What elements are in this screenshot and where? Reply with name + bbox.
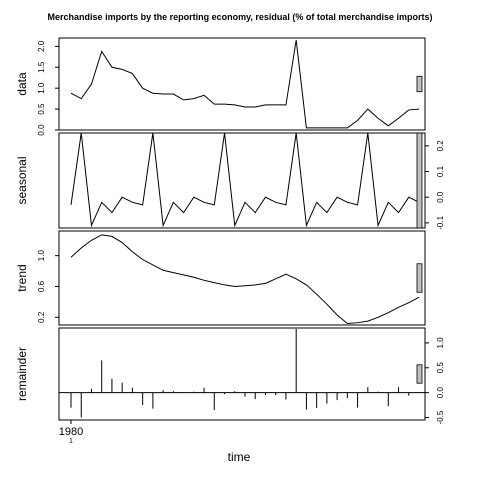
remainder-ytick-label: 0.0 xyxy=(436,387,445,399)
seasonal-series-line xyxy=(70,132,420,228)
panel-frame xyxy=(58,132,426,229)
remainder-ytick-label: 1.0 xyxy=(436,337,445,349)
data-ytick-label: 1.5 xyxy=(37,61,46,73)
panel-seasonal: -0.1 0.0 0.1 0.2 seasonal xyxy=(15,132,445,230)
data-scale-bar xyxy=(416,75,423,93)
remainder-ytick-label: -0.5 xyxy=(436,410,445,424)
data-ytick-label: 0.0 xyxy=(37,124,46,136)
data-series-line xyxy=(70,40,420,129)
data-ytick-label: 0.5 xyxy=(37,103,46,115)
trend-series-line xyxy=(70,234,420,324)
x-axis-title: time xyxy=(228,450,251,464)
remainder-scale-bar xyxy=(416,364,423,384)
seasonal-ytick-label: 0.2 xyxy=(436,140,445,152)
seasonal-axis-title: seasonal xyxy=(15,156,29,204)
seasonal-ytick-label: -0.1 xyxy=(436,215,445,229)
cycle-label: 1 xyxy=(69,438,73,445)
remainder-axis-title: remainder xyxy=(15,347,29,401)
x-tick-label: 1980 xyxy=(59,426,83,438)
panel-trend: 0.2 0.6 1.0 trend xyxy=(15,230,426,326)
panel-remainder: -0.5 0.0 0.5 1.0 remainder xyxy=(15,327,445,424)
data-ytick-label: 2.0 xyxy=(37,40,46,52)
seasonal-ytick-label: 0.0 xyxy=(436,191,445,203)
panel-frame xyxy=(58,327,426,421)
trend-scale-bar xyxy=(416,263,423,293)
seasonal-scale-bar xyxy=(416,132,423,229)
trend-axis-title: trend xyxy=(15,264,29,291)
panel-frame xyxy=(58,230,426,326)
chart-panels: 0.0 0.5 1.0 1.5 2.0 data -0.1 0.0 0.1 0.2 seasonal… xyxy=(15,37,445,424)
trend-ytick-label: 0.6 xyxy=(37,280,46,292)
remainder-ytick-label: 0.5 xyxy=(436,362,445,374)
panel-frame xyxy=(58,37,426,131)
trend-ytick-label: 1.0 xyxy=(37,250,46,262)
seasonal-ytick-label: 0.1 xyxy=(436,165,445,177)
panel-data: 0.0 0.5 1.0 1.5 2.0 data xyxy=(15,37,426,136)
data-ytick-label: 1.0 xyxy=(37,82,46,94)
x-axis: 198011987219943200142008520156 xyxy=(59,420,83,445)
trend-ytick-label: 0.2 xyxy=(37,311,46,323)
data-axis-title: data xyxy=(15,72,29,96)
chart-title: Merchandise imports by the reporting eco… xyxy=(48,12,433,22)
